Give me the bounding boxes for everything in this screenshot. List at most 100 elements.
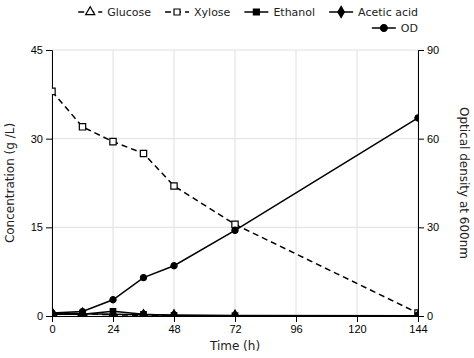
grid-line: [357, 50, 358, 316]
point: [52, 310, 55, 316]
point: [140, 150, 146, 156]
tick: 30: [418, 221, 439, 233]
tick: 96: [290, 316, 302, 335]
tick-mark: [46, 139, 52, 140]
point: [415, 115, 418, 121]
y-axis: 0 15 30 45: [31, 44, 53, 322]
tick-mark: [296, 316, 297, 322]
point: [140, 274, 146, 280]
line: [52, 91, 418, 313]
axis-line: [53, 317, 419, 323]
tick: 90: [418, 44, 439, 56]
point: [141, 310, 147, 316]
tick-mark: [174, 316, 175, 322]
tick: 24: [107, 316, 119, 335]
legend-marker: [338, 6, 344, 17]
grid-line: [113, 50, 114, 316]
point: [232, 221, 238, 227]
grid-line: [296, 50, 297, 316]
point: [171, 263, 177, 269]
tick-label: 30: [31, 133, 43, 145]
y2-axis: 0 30 60 90: [418, 44, 439, 322]
point: [79, 124, 85, 130]
tick-mark: [418, 139, 424, 140]
tick: 120: [348, 316, 366, 335]
x-axis: 0 24 48 72 96 120 144: [49, 316, 427, 335]
series: [52, 308, 418, 316]
grid-line: [235, 50, 236, 316]
series: [52, 88, 418, 316]
tick: 30: [31, 133, 52, 145]
legend-label: Ethanol: [273, 6, 315, 19]
tick: 48: [168, 316, 180, 335]
tick-mark: [113, 316, 114, 322]
tick-label: 0: [37, 310, 43, 322]
tick: 60: [418, 133, 439, 145]
tick-label: 45: [31, 44, 43, 56]
tick-label: 120: [348, 323, 366, 335]
tick-label: 72: [229, 323, 241, 335]
tick-mark: [418, 316, 424, 317]
tick-label: 90: [427, 44, 439, 56]
legend: Glucose Xylose Ethanol Acetic acid OD: [78, 6, 418, 35]
tick-mark: [235, 316, 236, 322]
plot: 02448729612014401530450306090: [31, 44, 440, 335]
tick: 72: [229, 316, 241, 335]
point: [80, 309, 86, 316]
point: [171, 183, 177, 189]
point: [232, 310, 238, 316]
tick-mark: [418, 227, 424, 228]
legend-item: Ethanol: [244, 6, 315, 19]
tick-mark: [357, 316, 358, 322]
legend-label: Acetic acid: [358, 6, 418, 19]
tick-label: 0: [49, 323, 55, 335]
tick-mark: [46, 316, 52, 317]
tick-label: 24: [107, 323, 119, 335]
point: [110, 309, 116, 316]
point: [232, 227, 238, 233]
y2-axis-title: Optical density at 600nm: [457, 107, 471, 259]
tick: 0: [418, 310, 433, 322]
tick: 0: [49, 316, 55, 335]
grid: [52, 50, 418, 316]
point: [79, 308, 85, 314]
legend-marker: [86, 7, 95, 15]
tick-mark: [46, 227, 52, 228]
point: [171, 310, 177, 316]
point: [110, 297, 116, 303]
tick-label: 30: [427, 221, 439, 233]
x-axis-title: Time (h): [209, 339, 260, 353]
tick-mark: [46, 50, 52, 51]
legend-label: Xylose: [194, 6, 231, 19]
legend-item: OD: [372, 22, 418, 35]
chart: Glucose Xylose Ethanol Acetic acid OD 0 24 48 72…: [0, 0, 474, 358]
tick-label: 60: [427, 133, 439, 145]
legend-marker: [253, 9, 259, 15]
tick: 45: [31, 44, 52, 56]
tick: 144: [409, 316, 427, 335]
point: [415, 311, 418, 316]
y-axis-title: Concentration (g /L): [3, 123, 17, 243]
tick: 15: [31, 221, 52, 233]
legend-label: OD: [401, 22, 418, 35]
tick-label: 96: [290, 323, 302, 335]
point: [52, 308, 55, 316]
tick-label: 0: [427, 310, 433, 322]
tick: 0: [37, 310, 52, 322]
tick-mark: [418, 50, 424, 51]
tick-label: 144: [409, 323, 427, 335]
line: [52, 118, 418, 313]
legend-item: Acetic acid: [329, 6, 418, 19]
point: [52, 88, 55, 94]
legend-marker: [380, 25, 387, 32]
axis-line: [419, 51, 425, 317]
legend-label: Glucose: [107, 6, 151, 19]
legend-marker: [174, 9, 180, 15]
point: [110, 138, 116, 144]
legend-item: Glucose: [78, 6, 151, 19]
tick-label: 15: [31, 221, 43, 233]
legend-item: Xylose: [165, 6, 231, 19]
marks: [52, 88, 418, 316]
axis-line: [46, 51, 53, 317]
tick-label: 48: [168, 323, 180, 335]
